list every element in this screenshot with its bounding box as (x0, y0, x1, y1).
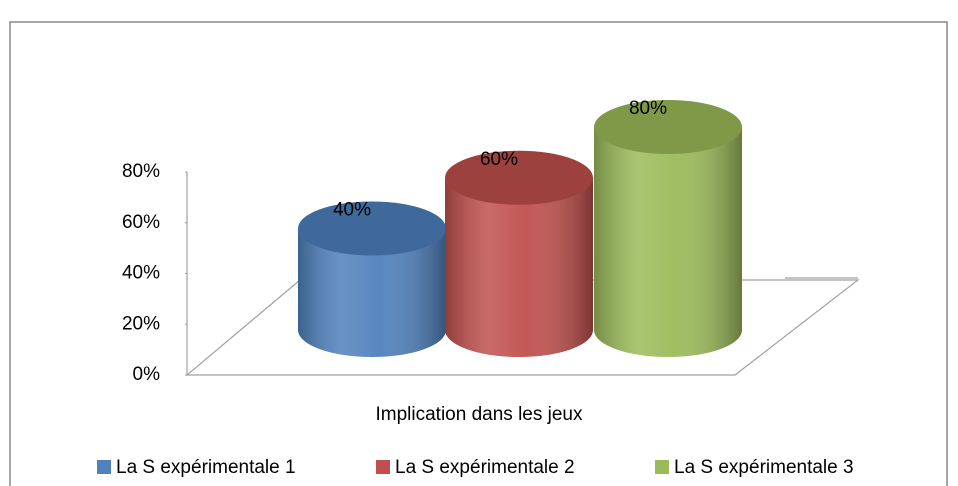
legend-swatch (655, 460, 669, 474)
bar (445, 150, 593, 357)
y-tick-label: 60% (122, 212, 160, 233)
y-tick-label: 0% (133, 364, 161, 385)
data-label: 80% (629, 98, 667, 119)
bar-top-shade (445, 150, 593, 205)
bar-shade (298, 228, 446, 357)
y-tick-label: 40% (122, 263, 160, 284)
legend-label: La S expérimentale 2 (395, 457, 575, 478)
x-category-label: Implication dans les jeux (376, 404, 583, 425)
bar-shade (594, 127, 742, 357)
bar-top (445, 150, 593, 205)
bar-top-shade (298, 201, 446, 256)
bar-top (298, 201, 446, 256)
data-label: 40% (333, 200, 371, 221)
plot (298, 100, 742, 357)
bar (594, 100, 742, 357)
data-label: 60% (480, 149, 518, 170)
bar (298, 201, 446, 357)
y-tick-label: 20% (122, 313, 160, 334)
bar-top (594, 100, 742, 154)
y-tick-label: 80% (122, 161, 160, 182)
legend-swatch (97, 460, 111, 474)
bar-top-shade (594, 100, 742, 154)
legend-swatch (376, 460, 390, 474)
legend-label: La S expérimentale 3 (674, 457, 854, 478)
legend-label: La S expérimentale 1 (116, 457, 296, 478)
bar-shade (445, 177, 593, 357)
